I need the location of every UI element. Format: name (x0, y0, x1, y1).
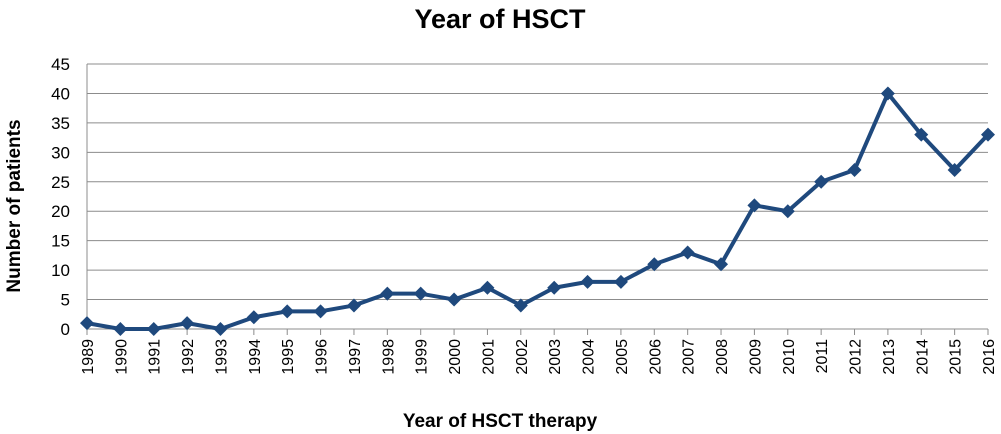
data-point-marker (814, 174, 829, 189)
data-point-marker (880, 86, 895, 101)
x-axis-ticks: 1989 1990 1991 1992 1993 1994 1995 1996 1997 1998… (80, 329, 998, 375)
data-point-marker (547, 280, 562, 295)
y-tick-label: 25 (51, 173, 70, 192)
x-tick-label: 2009 (747, 339, 764, 375)
data-point-marker (480, 280, 495, 295)
x-tick-label: 1991 (147, 339, 164, 375)
x-tick-label: 1999 (414, 339, 431, 375)
x-tick-label: 2016 (981, 339, 998, 375)
x-tick-label: 1993 (213, 339, 230, 375)
data-point-marker (280, 304, 295, 319)
x-tick-label: 1989 (80, 339, 97, 375)
data-point-marker (447, 292, 462, 307)
x-tick-label: 2007 (681, 339, 698, 375)
data-point-marker (914, 127, 929, 142)
x-tick-label: 2014 (914, 339, 931, 375)
data-point-marker (981, 127, 995, 142)
y-tick-label: 35 (51, 114, 70, 133)
data-point-marker (613, 274, 628, 289)
x-tick-label: 1998 (380, 339, 397, 375)
data-point-marker (113, 322, 128, 336)
data-point-marker (780, 204, 795, 219)
data-point-marker (413, 286, 428, 301)
series-layer (80, 86, 995, 336)
x-tick-label: 2015 (948, 339, 965, 375)
x-tick-label: 2011 (814, 339, 831, 374)
data-point-marker (380, 286, 395, 301)
y-tick-label: 5 (61, 291, 70, 310)
data-point-marker (947, 163, 962, 177)
data-point-marker (180, 316, 195, 331)
data-point-marker (680, 245, 695, 260)
data-point-marker (714, 257, 729, 272)
x-tick-label: 1992 (180, 339, 197, 375)
y-tick-label: 10 (51, 261, 70, 280)
x-tick-label: 1996 (314, 339, 331, 375)
x-tick-label: 2001 (480, 339, 497, 375)
data-point-marker (80, 316, 94, 331)
y-tick-label: 30 (51, 143, 70, 162)
x-tick-label: 2000 (447, 339, 464, 375)
y-tick-label: 45 (51, 55, 70, 74)
x-tick-label: 2003 (547, 339, 564, 375)
x-tick-label: 2010 (781, 339, 798, 375)
data-point-marker (213, 322, 228, 336)
y-tick-label: 40 (51, 84, 70, 103)
x-tick-label: 1994 (247, 339, 264, 375)
x-tick-label: 2013 (881, 339, 898, 375)
chart-title: Year of HSCT (414, 4, 586, 34)
x-axis-label: Year of HSCT therapy (403, 411, 598, 432)
x-tick-label: 2004 (581, 339, 598, 375)
data-point-marker (346, 298, 361, 313)
y-axis-ticks: 0 5 10 15 20 25 30 35 40 45 (51, 55, 70, 339)
x-tick-label: 2002 (514, 339, 531, 375)
data-point-marker (647, 257, 662, 272)
data-point-marker (747, 198, 762, 213)
x-tick-label: 2006 (647, 339, 664, 375)
data-point-marker (146, 322, 161, 336)
y-axis-label: Number of patients (4, 119, 25, 292)
y-tick-label: 15 (51, 232, 70, 251)
x-tick-label: 1995 (280, 339, 297, 375)
x-tick-label: 2008 (714, 339, 731, 375)
x-tick-label: 1990 (113, 339, 130, 375)
y-tick-label: 20 (51, 202, 70, 221)
data-point-marker (513, 298, 528, 313)
data-point-marker (580, 274, 595, 289)
x-tick-label: 2005 (614, 339, 631, 375)
y-tick-label: 0 (61, 320, 70, 339)
data-point-marker (313, 304, 328, 319)
series-line (86, 91, 990, 331)
gridlines (86, 63, 988, 330)
data-point-marker (246, 310, 261, 325)
x-tick-label: 1997 (347, 339, 364, 375)
x-tick-label: 2012 (848, 339, 865, 375)
data-point-marker (847, 163, 862, 177)
